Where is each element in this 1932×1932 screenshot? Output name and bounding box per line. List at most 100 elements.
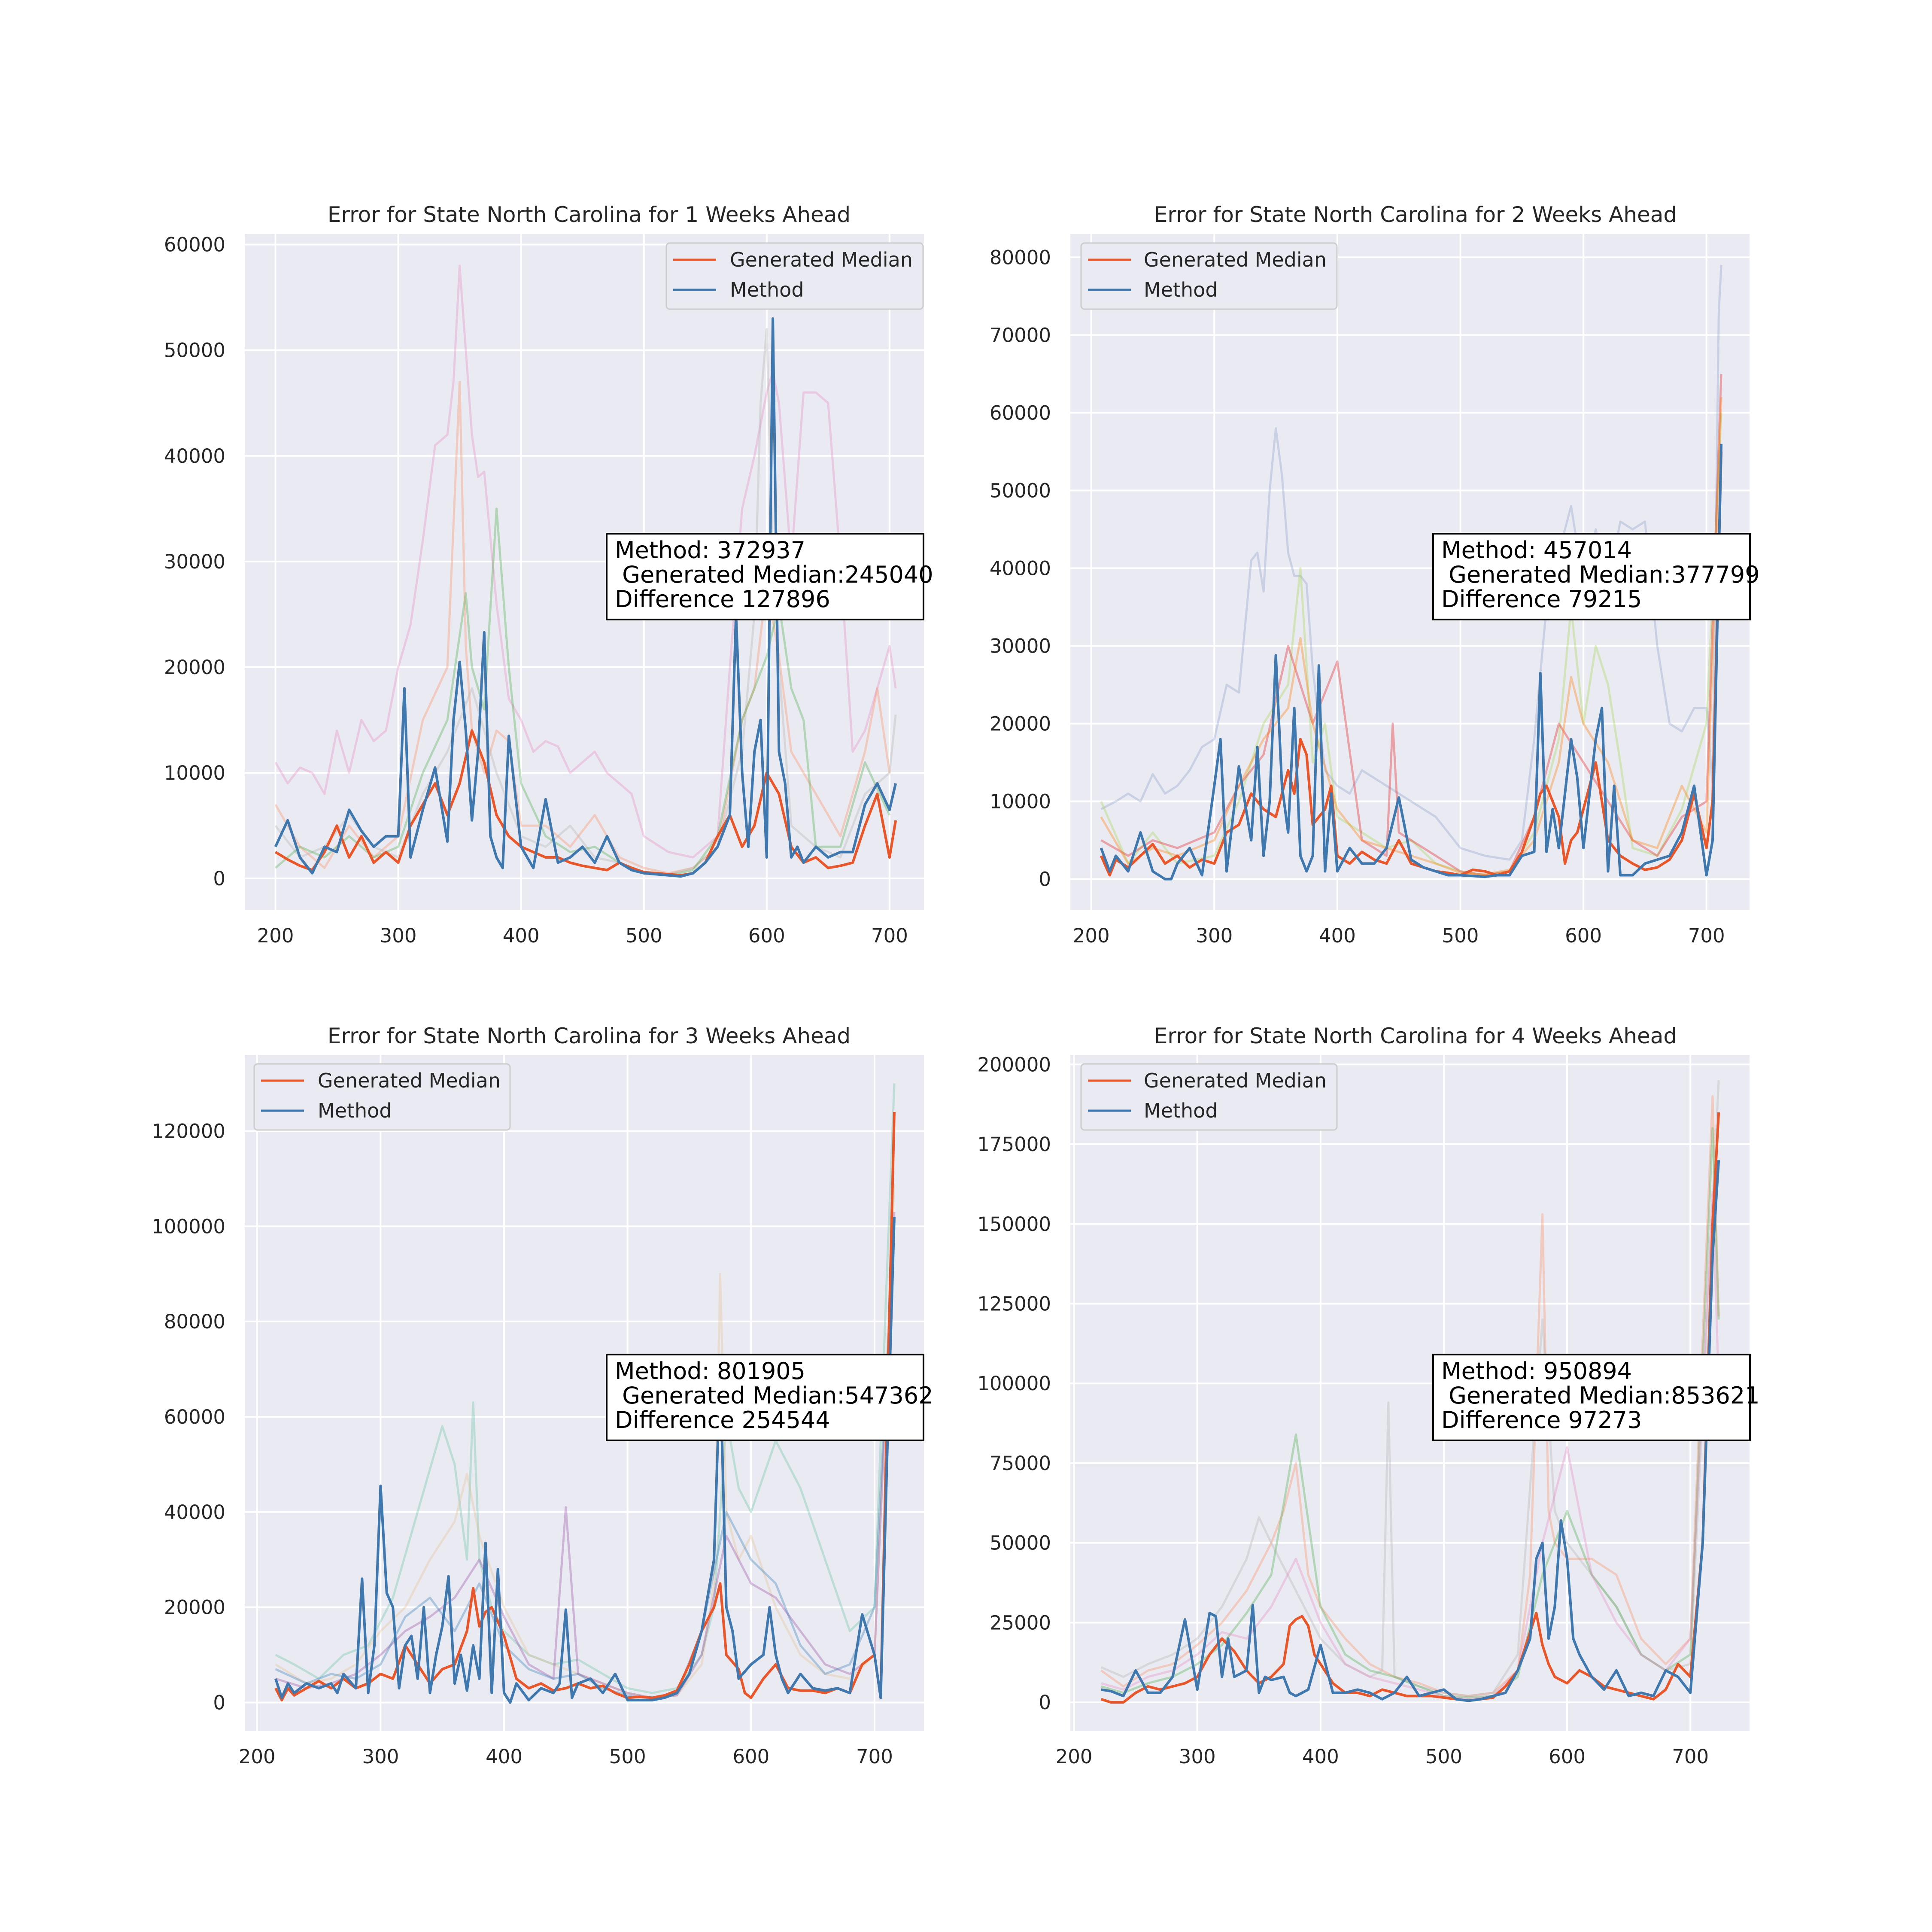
legend-label-method: Method <box>730 278 804 301</box>
panel-title: Error for State North Carolina for 1 Wee… <box>328 202 851 227</box>
sample-line <box>1100 397 1722 876</box>
method-line <box>274 317 897 878</box>
series-group <box>274 264 897 878</box>
annotation-line: Generated Median:853621 <box>1441 1382 1760 1409</box>
sample-line <box>1100 265 1722 861</box>
x-tick-label: 200 <box>1056 1745 1093 1768</box>
x-tick-label: 500 <box>1425 1745 1462 1768</box>
sample-line <box>1100 1095 1720 1697</box>
y-tick-label: 0 <box>213 867 225 890</box>
annotation-line: Generated Median:245040 <box>615 561 933 588</box>
series-group <box>274 1083 896 1704</box>
legend: Generated Median Method <box>665 242 924 310</box>
x-tick-label: 400 <box>486 1745 522 1768</box>
annotation-box: Method: 372937 Generated Median:245040 D… <box>606 533 933 620</box>
series-group <box>1100 265 1723 881</box>
annotation-line: Difference 127896 <box>615 586 830 613</box>
legend-box <box>1080 1063 1338 1131</box>
annotation-line: Method: 950894 <box>1441 1358 1632 1385</box>
y-tick-label: 0 <box>1039 868 1051 891</box>
x-tick-label: 700 <box>1672 1745 1709 1768</box>
y-tick-label: 60000 <box>990 401 1051 424</box>
sample-line <box>275 1226 896 1700</box>
method-line <box>1101 1160 1720 1702</box>
y-tick-label: 20000 <box>990 713 1051 735</box>
y-tick-label: 50000 <box>164 339 225 362</box>
series-group <box>1100 1080 1720 1704</box>
legend-label-median: Generated Median <box>730 248 913 271</box>
median-line <box>1100 451 1723 877</box>
x-tick-label: 200 <box>1073 924 1110 947</box>
panel-title: Error for State North Carolina for 2 Wee… <box>1154 202 1677 227</box>
y-tick-label: 0 <box>1039 1691 1051 1714</box>
y-tick-label: 100000 <box>977 1372 1051 1395</box>
sample-line <box>1100 1080 1720 1697</box>
x-tick-label: 300 <box>380 924 417 947</box>
annotation-box: Method: 457014 Generated Median:377799 D… <box>1432 533 1760 620</box>
method-line <box>274 1217 896 1704</box>
y-tick-label: 80000 <box>164 1310 225 1333</box>
y-tick-label: 120000 <box>152 1120 225 1142</box>
y-tick-label: 10000 <box>164 762 225 784</box>
x-tick-label: 600 <box>732 1745 769 1768</box>
x-tick-label: 200 <box>257 924 294 947</box>
sample-line <box>275 1212 896 1699</box>
y-tick-label: 25000 <box>990 1611 1051 1634</box>
x-tick-label: 400 <box>1302 1745 1339 1768</box>
y-tick-label: 125000 <box>977 1292 1051 1315</box>
annotation-frame <box>1432 533 1751 620</box>
annotation-line: Method: 801905 <box>615 1358 805 1385</box>
panel-title: Error for State North Carolina for 4 Wee… <box>1154 1024 1677 1048</box>
median-line <box>274 729 897 877</box>
annotation-line: Difference 254544 <box>615 1406 830 1434</box>
x-tick-label: 300 <box>1179 1745 1216 1768</box>
y-tick-label: 20000 <box>164 656 225 679</box>
y-tick-label: 20000 <box>164 1596 225 1619</box>
y-tick-label: 75000 <box>990 1452 1051 1475</box>
annotation-box: Method: 950894 Generated Median:853621 D… <box>1432 1354 1760 1441</box>
x-tick-label: 500 <box>626 924 662 947</box>
legend-box <box>665 242 924 310</box>
x-tick-label: 600 <box>1565 924 1602 947</box>
annotation-line: Method: 372937 <box>615 537 805 564</box>
annotation-frame <box>606 533 924 620</box>
annotation-box: Method: 801905 Generated Median:547362 D… <box>606 1354 933 1441</box>
legend-label-method: Method <box>1144 1099 1218 1122</box>
sample-line <box>274 507 891 877</box>
y-tick-label: 40000 <box>164 1501 225 1524</box>
sample-line <box>1101 1191 1720 1701</box>
sample-line <box>1100 374 1722 876</box>
annotation-line: Generated Median:377799 <box>1441 561 1760 588</box>
annotation-frame <box>1432 1354 1751 1441</box>
legend: Generated Median Method <box>1080 242 1338 310</box>
y-tick-label: 80000 <box>990 246 1051 269</box>
legend-box <box>253 1063 511 1131</box>
x-tick-label: 600 <box>1549 1745 1586 1768</box>
x-tick-label: 500 <box>1442 924 1479 947</box>
y-tick-label: 200000 <box>977 1053 1051 1076</box>
sample-line <box>275 1083 896 1694</box>
y-tick-label: 60000 <box>164 234 225 256</box>
y-tick-label: 60000 <box>164 1406 225 1428</box>
x-tick-label: 500 <box>609 1745 646 1768</box>
y-tick-label: 50000 <box>990 479 1051 502</box>
legend-label-method: Method <box>318 1099 392 1122</box>
x-tick-label: 700 <box>871 924 908 947</box>
sample-line <box>1100 413 1722 876</box>
x-tick-label: 300 <box>1196 924 1233 947</box>
y-tick-label: 100000 <box>152 1215 225 1238</box>
x-tick-label: 200 <box>239 1745 276 1768</box>
x-tick-label: 700 <box>856 1745 893 1768</box>
y-tick-label: 70000 <box>990 324 1051 346</box>
sample-line <box>274 381 891 875</box>
x-tick-label: 400 <box>1319 924 1356 947</box>
legend: Generated Median Method <box>253 1063 511 1131</box>
y-tick-label: 10000 <box>990 790 1051 813</box>
legend: Generated Median Method <box>1080 1063 1338 1131</box>
annotation-line: Generated Median:547362 <box>615 1382 933 1409</box>
annotation-line: Difference 79215 <box>1441 586 1642 613</box>
legend-label-median: Generated Median <box>318 1069 501 1092</box>
median-line <box>274 1112 896 1701</box>
sample-line <box>274 264 897 859</box>
